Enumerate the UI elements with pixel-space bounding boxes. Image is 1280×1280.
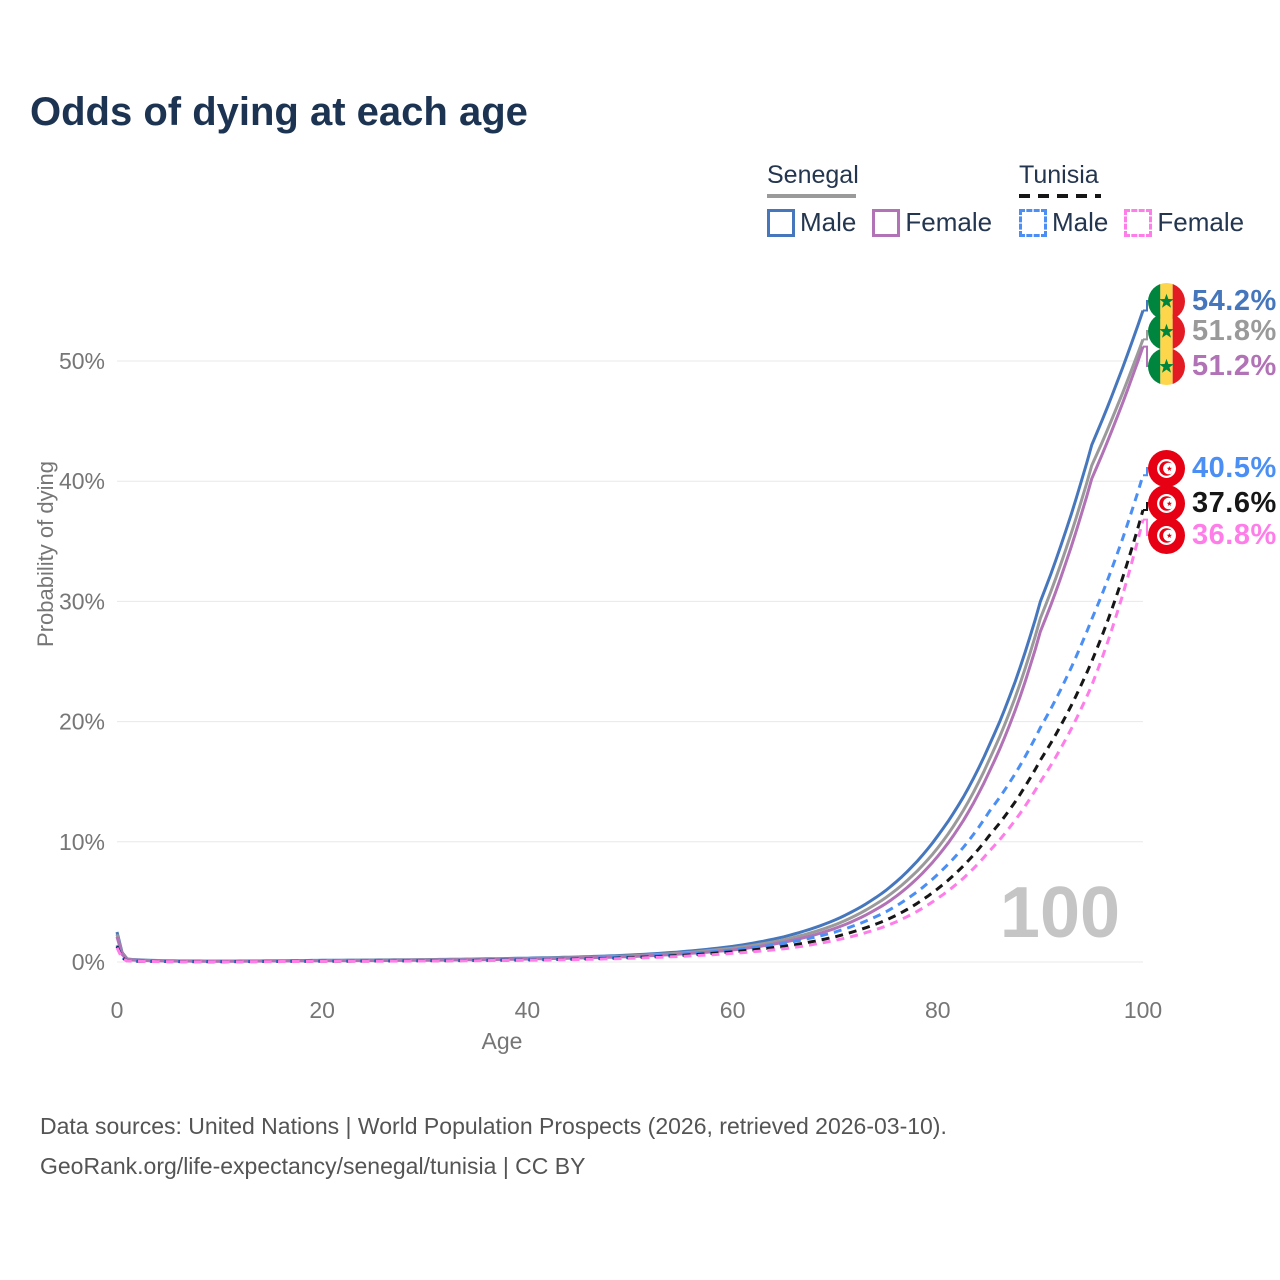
legend-country-senegal[interactable]: Senegal (767, 161, 859, 189)
senegal-flag-icon (1148, 282, 1185, 320)
y-tick-label: 30% (59, 588, 105, 614)
end-label-tunisia-male[interactable]: 40.5% (1148, 449, 1277, 487)
series-line-senegal-female[interactable] (115, 346, 1145, 963)
legend-group-senegal: Senegal Male Female (767, 161, 992, 238)
y-tick-label: 40% (59, 468, 105, 494)
x-tick-label: 80 (925, 997, 951, 1023)
legend-label-tunisia-male: Male (1052, 207, 1109, 237)
caption-line-2: GeoRank.org/life-expectancy/senegal/tuni… (40, 1153, 586, 1179)
legend-item-senegal-male[interactable]: Male (767, 207, 856, 238)
end-label-senegal-female[interactable]: 51.2% (1148, 347, 1277, 385)
series-line-tunisia-male[interactable] (115, 474, 1145, 964)
end-label-value: 36.8% (1192, 518, 1277, 551)
legend-label-tunisia-female: Female (1157, 207, 1245, 237)
end-label-tunisia-female[interactable]: 36.8% (1148, 516, 1277, 554)
x-axis-title: Age (482, 1028, 523, 1054)
tunisia-flag-icon (1148, 516, 1185, 554)
legend-group-tunisia: Tunisia Male Female (1019, 161, 1244, 238)
end-label-value: 51.8% (1192, 314, 1277, 347)
y-tick-label: 0% (72, 949, 105, 975)
tunisia-dashed-line-swatch (1019, 194, 1101, 198)
tunisia-female-swatch-icon (1124, 208, 1153, 237)
end-label-value: 37.6% (1192, 486, 1277, 519)
senegal-male-swatch-icon (767, 208, 795, 237)
senegal-flag-icon (1148, 347, 1185, 385)
data-source-caption: Data sources: United Nations | World Pop… (40, 1106, 947, 1186)
end-label-senegal-male[interactable]: 54.2% (1148, 282, 1277, 320)
senegal-solid-line-swatch (767, 194, 856, 198)
x-tick-label: 100 (1124, 997, 1162, 1023)
tunisia-flag-icon (1148, 484, 1185, 522)
tunisia-male-swatch-icon (1019, 208, 1047, 237)
y-axis-title: Probability of dying (33, 461, 58, 647)
end-label-value: 51.2% (1192, 349, 1277, 382)
end-label-senegal-both[interactable]: 51.8% (1148, 312, 1277, 350)
y-tick-label: 10% (59, 829, 105, 855)
legend-country-tunisia[interactable]: Tunisia (1019, 161, 1099, 189)
x-tick-label: 0 (111, 997, 124, 1023)
x-tick-label: 40 (515, 997, 541, 1023)
caption-line-1: Data sources: United Nations | World Pop… (40, 1113, 947, 1139)
x-tick-label: 20 (309, 997, 335, 1023)
senegal-flag-icon (1148, 312, 1185, 350)
series-line-tunisia-both[interactable] (115, 509, 1145, 964)
end-label-tunisia-both[interactable]: 37.6% (1148, 484, 1277, 522)
senegal-female-swatch-icon (872, 208, 901, 237)
legend-item-tunisia-female[interactable]: Female (1124, 207, 1244, 238)
legend-label-senegal-male: Male (800, 207, 857, 237)
x-tick-label: 60 (720, 997, 746, 1023)
legend-item-tunisia-male[interactable]: Male (1019, 207, 1108, 238)
series-line-senegal-male[interactable] (115, 310, 1145, 963)
tunisia-flag-icon (1148, 449, 1185, 487)
series-line-senegal-both[interactable] (115, 338, 1145, 963)
legend-label-senegal-female: Female (905, 207, 993, 237)
end-label-value: 40.5% (1192, 451, 1277, 484)
y-tick-label: 50% (59, 348, 105, 374)
end-label-value: 54.2% (1192, 284, 1277, 317)
page-title: Odds of dying at each age (30, 90, 528, 134)
legend-item-senegal-female[interactable]: Female (872, 207, 992, 238)
y-tick-label: 20% (59, 709, 105, 735)
series-line-tunisia-female[interactable] (115, 519, 1145, 964)
age-counter-watermark: 100 (999, 873, 1121, 953)
